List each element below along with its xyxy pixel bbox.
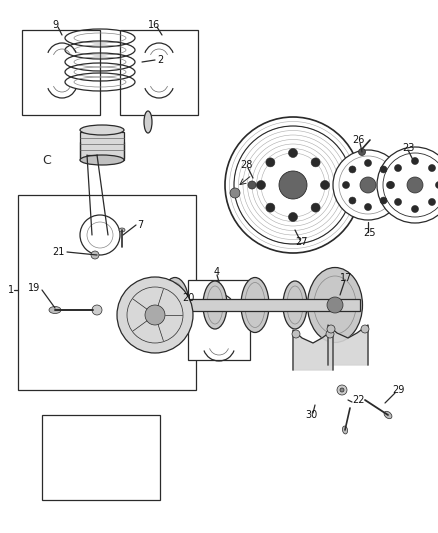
Text: 19: 19	[28, 283, 40, 293]
Text: 16: 16	[148, 20, 160, 30]
Polygon shape	[328, 325, 368, 365]
Circle shape	[289, 149, 297, 157]
Ellipse shape	[80, 155, 124, 165]
Circle shape	[91, 251, 99, 259]
Polygon shape	[293, 330, 333, 370]
Text: 27: 27	[295, 237, 307, 247]
Circle shape	[266, 158, 275, 167]
Circle shape	[327, 325, 335, 333]
Ellipse shape	[161, 278, 189, 333]
Text: 2: 2	[157, 55, 163, 65]
Text: 9: 9	[52, 20, 58, 30]
Ellipse shape	[144, 111, 152, 133]
Circle shape	[380, 197, 387, 204]
Circle shape	[360, 177, 376, 193]
Circle shape	[117, 277, 193, 353]
Bar	[120, 30, 198, 115]
Text: 21: 21	[52, 247, 64, 257]
Bar	[22, 30, 100, 115]
Bar	[145, 299, 360, 311]
Circle shape	[428, 165, 435, 172]
Ellipse shape	[241, 278, 269, 333]
Circle shape	[361, 325, 369, 333]
Ellipse shape	[283, 281, 307, 329]
Circle shape	[279, 171, 307, 199]
Circle shape	[311, 203, 320, 212]
Circle shape	[266, 203, 275, 212]
Circle shape	[311, 158, 320, 167]
Circle shape	[386, 182, 393, 189]
Circle shape	[343, 182, 350, 189]
Text: 7: 7	[137, 220, 143, 230]
Circle shape	[435, 182, 438, 189]
Bar	[188, 280, 250, 360]
Ellipse shape	[119, 228, 125, 232]
Text: 4: 4	[214, 267, 220, 277]
Text: 20: 20	[182, 293, 194, 303]
Text: 22: 22	[352, 395, 364, 405]
Ellipse shape	[49, 306, 61, 313]
Circle shape	[327, 297, 343, 313]
Circle shape	[388, 182, 395, 189]
Circle shape	[145, 305, 165, 325]
Circle shape	[289, 213, 297, 222]
Circle shape	[326, 330, 334, 338]
Ellipse shape	[203, 281, 227, 329]
Circle shape	[377, 147, 438, 223]
Circle shape	[333, 150, 403, 220]
Ellipse shape	[343, 426, 348, 434]
Circle shape	[337, 385, 347, 395]
Circle shape	[364, 204, 371, 211]
Circle shape	[340, 388, 344, 392]
Bar	[42, 415, 160, 500]
Circle shape	[230, 188, 240, 198]
Text: 17: 17	[340, 273, 353, 283]
Text: 30: 30	[305, 410, 317, 420]
Circle shape	[349, 197, 356, 204]
Text: C: C	[42, 154, 51, 166]
Text: 26: 26	[352, 135, 364, 145]
Circle shape	[257, 181, 265, 190]
Circle shape	[428, 198, 435, 205]
Circle shape	[92, 305, 102, 315]
Circle shape	[411, 157, 418, 165]
Circle shape	[358, 149, 365, 156]
Bar	[18, 195, 196, 390]
Circle shape	[248, 181, 256, 189]
Circle shape	[364, 159, 371, 166]
Circle shape	[395, 198, 402, 205]
Text: 23: 23	[402, 143, 414, 153]
Circle shape	[292, 330, 300, 338]
Bar	[80, 132, 124, 160]
Ellipse shape	[307, 268, 363, 343]
Text: 28: 28	[240, 160, 252, 170]
Ellipse shape	[384, 411, 392, 419]
Text: 25: 25	[363, 228, 375, 238]
Circle shape	[411, 206, 418, 213]
Circle shape	[395, 165, 402, 172]
Text: 29: 29	[392, 385, 404, 395]
Text: 1: 1	[8, 285, 14, 295]
Circle shape	[349, 166, 356, 173]
Circle shape	[407, 177, 423, 193]
Circle shape	[321, 181, 329, 190]
Circle shape	[380, 166, 387, 173]
Ellipse shape	[80, 125, 124, 135]
